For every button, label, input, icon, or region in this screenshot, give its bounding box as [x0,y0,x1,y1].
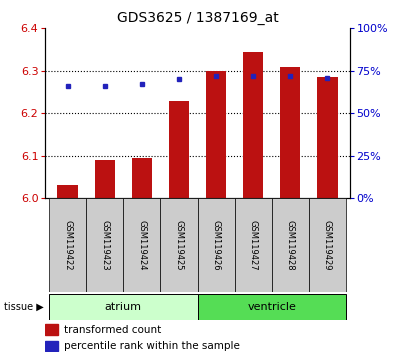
Bar [272,198,309,292]
Text: GDS3625 / 1387169_at: GDS3625 / 1387169_at [117,11,278,25]
Bar [160,198,198,292]
Text: GSM119423: GSM119423 [100,220,109,270]
Bar [206,71,226,198]
Text: atrium: atrium [105,302,142,312]
Bar [317,77,337,198]
Bar [45,324,58,335]
Text: ventricle: ventricle [247,302,296,312]
Bar [94,160,115,198]
Text: GSM119422: GSM119422 [63,220,72,270]
Bar [235,198,272,292]
Bar [198,198,235,292]
Text: GSM119428: GSM119428 [286,220,295,270]
Bar [49,294,198,320]
Text: percentile rank within the sample: percentile rank within the sample [64,341,239,351]
Bar [243,52,263,198]
Bar [309,198,346,292]
Bar [169,101,189,198]
Bar [58,185,78,198]
Text: GSM119426: GSM119426 [212,220,220,270]
Bar [49,198,86,292]
Text: tissue ▶: tissue ▶ [4,302,44,312]
Text: GSM119427: GSM119427 [248,220,258,270]
Text: GSM119424: GSM119424 [137,220,147,270]
Bar [86,198,123,292]
Text: transformed count: transformed count [64,325,161,335]
Bar [198,294,346,320]
Bar [280,67,301,198]
Text: GSM119425: GSM119425 [175,220,183,270]
Bar [132,158,152,198]
Bar [123,198,160,292]
Bar [45,341,58,352]
Text: GSM119429: GSM119429 [323,220,332,270]
